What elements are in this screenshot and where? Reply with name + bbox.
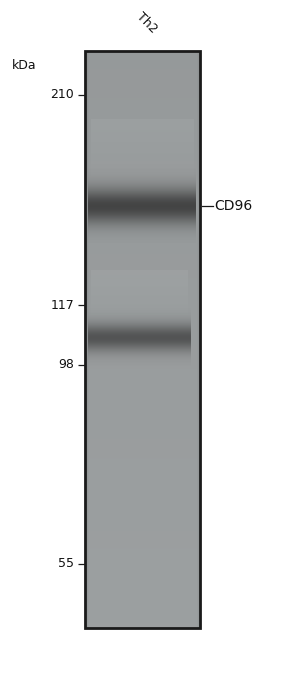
Text: Th2: Th2: [134, 10, 160, 36]
Text: CD96: CD96: [215, 199, 253, 213]
Text: kDa: kDa: [12, 59, 36, 71]
Text: 210: 210: [51, 88, 74, 101]
Text: 55: 55: [58, 558, 74, 570]
Text: 98: 98: [58, 359, 74, 371]
Text: 117: 117: [51, 299, 74, 311]
Bar: [85, 51, 200, 628]
